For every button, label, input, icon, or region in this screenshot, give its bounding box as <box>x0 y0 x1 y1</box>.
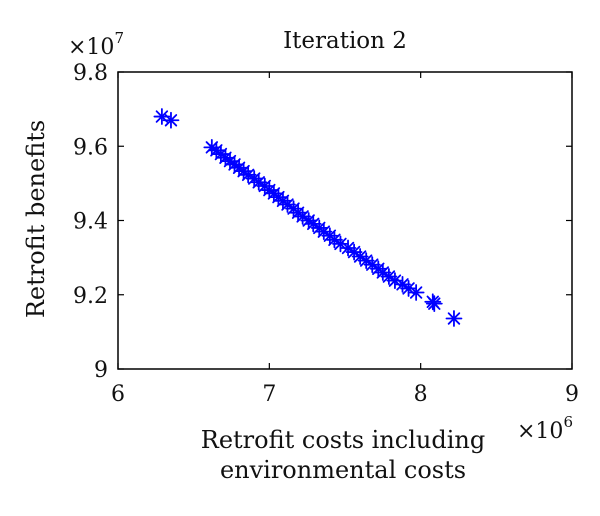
y-multiplier-exponent: 7 <box>114 29 124 47</box>
y-tick-label: 9.2 <box>73 284 108 309</box>
x-axis-title-line-2: environmental costs <box>220 456 466 484</box>
data-point <box>380 268 398 285</box>
data-point <box>239 166 257 184</box>
chart-title: Iteration 2 <box>283 28 407 54</box>
data-point <box>357 252 375 269</box>
y-tick-label: 9.6 <box>73 135 108 160</box>
data-point <box>279 196 296 213</box>
x-tick-label: 6 <box>111 382 125 407</box>
y-axis-multiplier: ×107 <box>68 29 124 60</box>
data-point <box>425 295 443 313</box>
data-points <box>153 108 463 327</box>
y-multiplier-base: ×10 <box>68 35 114 60</box>
x-multiplier-base: ×10 <box>517 419 563 444</box>
y-axis-ticks: 9 9.2 9.4 9.6 9.8 <box>73 61 572 383</box>
x-tick-label: 8 <box>414 382 428 407</box>
data-point <box>162 111 180 129</box>
y-tick-label: 9.8 <box>73 61 108 86</box>
plot-area <box>117 71 573 370</box>
data-point <box>345 243 363 261</box>
x-multiplier-exponent: 6 <box>563 413 573 431</box>
data-point <box>445 310 463 327</box>
x-axis-multiplier: ×106 <box>517 413 573 444</box>
data-point <box>407 284 425 301</box>
y-tick-label: 9 <box>94 358 108 383</box>
x-axis-title-line-1: Retrofit costs including <box>201 426 485 454</box>
x-axis-ticks: 6 7 8 9 <box>111 72 579 407</box>
x-tick-label: 7 <box>262 382 276 407</box>
y-axis-title: Retrofit benefits <box>22 120 50 318</box>
data-point <box>374 264 392 281</box>
x-tick-label: 9 <box>565 382 579 407</box>
y-tick-label: 9.4 <box>73 210 108 235</box>
